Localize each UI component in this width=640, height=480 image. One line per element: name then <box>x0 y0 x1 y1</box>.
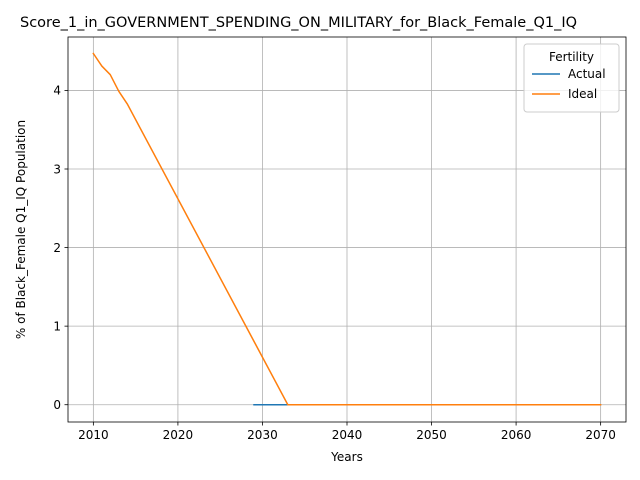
chart-title: Score_1_in_GOVERNMENT_SPENDING_ON_MILITA… <box>20 15 577 31</box>
x-axis: 2010 2020 2030 2040 2050 2060 2070 <box>78 422 616 442</box>
y-axis-label: % of Black_Female Q1_IQ Population <box>14 120 28 339</box>
x-tick-label: 2070 <box>585 428 616 442</box>
y-tick-label: 4 <box>53 84 61 98</box>
x-tick-label: 2040 <box>332 428 363 442</box>
legend: Fertility Actual Ideal <box>523 43 620 113</box>
x-tick-label: 2020 <box>163 428 194 442</box>
y-tick-label: 0 <box>53 398 61 412</box>
x-tick-label: 2050 <box>416 428 447 442</box>
grid <box>68 37 626 422</box>
x-tick-label: 2060 <box>501 428 532 442</box>
legend-label-ideal: Ideal <box>568 87 597 101</box>
x-tick-label: 2010 <box>78 428 109 442</box>
x-tick-label: 2030 <box>247 428 278 442</box>
legend-label-actual: Actual <box>568 67 606 81</box>
series-line-ideal <box>92 52 602 406</box>
y-axis: 0 1 2 3 4 <box>53 84 68 412</box>
x-axis-label: Years <box>330 450 363 464</box>
y-tick-label: 1 <box>53 319 61 333</box>
y-tick-label: 2 <box>53 241 61 255</box>
legend-title: Fertility <box>549 50 594 64</box>
legend-box <box>523 43 620 113</box>
y-tick-label: 3 <box>53 162 61 176</box>
series-lines <box>92 52 602 406</box>
